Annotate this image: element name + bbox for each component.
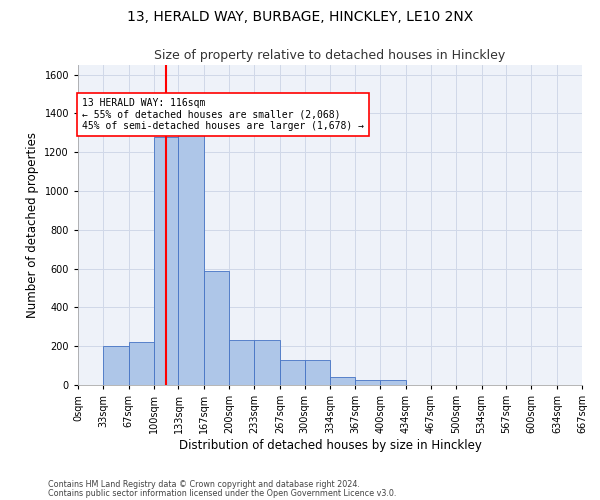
Text: Contains HM Land Registry data © Crown copyright and database right 2024.: Contains HM Land Registry data © Crown c… (48, 480, 360, 489)
Bar (331, 377, 355, 385)
Bar (380, 380, 406, 385)
Title: Size of property relative to detached houses in Hinckley: Size of property relative to detached ho… (154, 50, 506, 62)
Bar (280, 360, 305, 385)
Text: 13, HERALD WAY, BURBAGE, HINCKLEY, LE10 2NX: 13, HERALD WAY, BURBAGE, HINCKLEY, LE10 … (127, 10, 473, 24)
Text: 13 HERALD WAY: 116sqm
← 55% of detached houses are smaller (2,068)
45% of semi-d: 13 HERALD WAY: 116sqm ← 55% of detached … (82, 98, 364, 131)
Bar (355, 380, 380, 385)
Bar (229, 340, 254, 385)
Bar (103, 346, 128, 385)
X-axis label: Distribution of detached houses by size in Hinckley: Distribution of detached houses by size … (179, 439, 481, 452)
Y-axis label: Number of detached properties: Number of detached properties (26, 132, 39, 318)
Bar (254, 340, 280, 385)
Bar (178, 133, 204, 385)
Text: Contains public sector information licensed under the Open Government Licence v3: Contains public sector information licen… (48, 489, 397, 498)
Bar (204, 270, 229, 385)
Bar (154, 137, 178, 385)
Bar (128, 342, 154, 385)
Bar (305, 360, 331, 385)
